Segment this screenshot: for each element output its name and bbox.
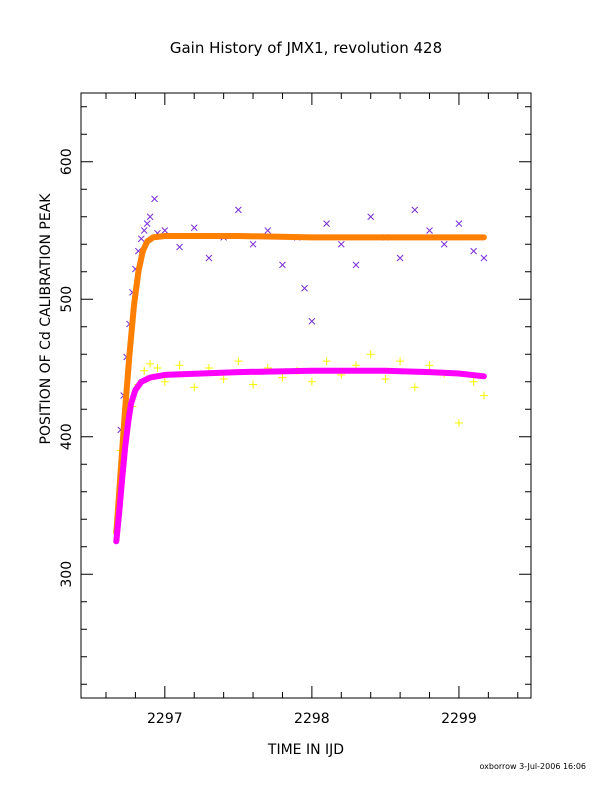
series-0-point [440, 240, 448, 248]
series-0-point [411, 206, 419, 214]
series-0-point [301, 284, 308, 292]
x-tick-label: 2299 [441, 711, 477, 727]
series-1-point [307, 377, 316, 386]
series-0-point [249, 240, 257, 248]
y-tick-label: 300 [59, 561, 75, 588]
series-0-point [480, 254, 488, 262]
series-0-point [470, 247, 478, 255]
y-tick-label: 400 [59, 423, 75, 450]
series-0-point [396, 254, 404, 262]
series-1-point [469, 377, 478, 386]
series-1-point [175, 361, 184, 370]
series-1-point [234, 357, 243, 366]
y-tick-label: 500 [59, 286, 75, 313]
series-1-point [454, 419, 463, 427]
series-0-point [337, 240, 345, 248]
series-1-point [146, 359, 155, 368]
series-1-point [160, 377, 169, 386]
series-0-point [323, 220, 330, 227]
series-1-point [140, 366, 149, 375]
series-1-point [278, 373, 287, 382]
series-0-point [205, 254, 213, 262]
y-tick-label: 600 [59, 148, 75, 175]
series-0-point [151, 195, 158, 203]
footer-credit: oxborrow 3-Jul-2006 16:06 [479, 762, 586, 771]
series-2-curve [113, 233, 487, 536]
series-0-point [190, 224, 198, 232]
series-1-point [410, 383, 419, 392]
series-0-point [146, 213, 154, 221]
series-0-point [140, 227, 148, 234]
series-0-point [308, 317, 316, 325]
series-0-point [352, 261, 360, 269]
chart-title: Gain History of JMX1, revolution 428 [170, 39, 442, 57]
plot-area: 2297 2298 2299 300 400 500 600 [59, 92, 532, 727]
series-0-point [426, 227, 433, 234]
series-1-point [153, 364, 162, 372]
series-1-point [190, 383, 199, 392]
series-0-point [279, 261, 286, 269]
series-0-point [367, 213, 375, 221]
series-1-point [219, 375, 228, 383]
series-1-point [249, 380, 258, 389]
series-0-point [161, 227, 169, 234]
series-1-point [322, 357, 331, 366]
series-1-point [425, 361, 434, 370]
series-0-point [455, 220, 463, 227]
y-axis-label: POSITION OF Cd CALIBRATION PEAK [38, 193, 54, 445]
series-1-point [366, 350, 375, 359]
series-0-point [234, 206, 242, 214]
series-0-point [137, 235, 145, 243]
series-1-point [396, 357, 405, 366]
plot-frame [80, 92, 532, 699]
x-tick-label: 2298 [294, 711, 330, 727]
series-0-point [176, 243, 183, 251]
series-3-curve [113, 367, 487, 545]
series-1-point [381, 375, 390, 383]
series-0-point [143, 220, 151, 227]
series-0-point [264, 227, 272, 234]
x-axis-label: TIME IN IJD [267, 742, 344, 758]
x-tick-label: 2297 [147, 711, 183, 727]
series-1-point [479, 391, 488, 400]
